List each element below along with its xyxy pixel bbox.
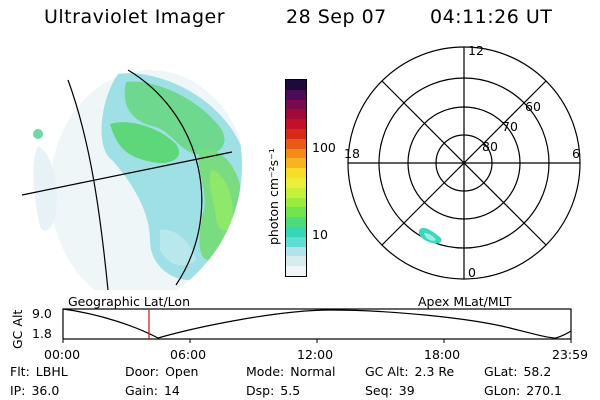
colorbar-swatch [286, 187, 306, 198]
colorbar-tick-100: 100 [312, 140, 336, 155]
aurora-patch-faint [33, 146, 57, 231]
timeline-left-label: Geographic Lat/Lon [68, 294, 190, 309]
colorbar-swatch [286, 138, 306, 149]
info-field-value: 270.1 [526, 383, 563, 398]
mlt-label-6: 6 [572, 146, 580, 161]
info-field-label: GC Alt: [365, 364, 409, 379]
info-field-label: GLat: [484, 364, 518, 379]
colorbar-swatch [286, 217, 306, 228]
colorbar-swatch [286, 227, 306, 237]
info-field: GC Alt: 2.3 Re [365, 364, 454, 379]
info-field-label: Flt: [10, 364, 30, 379]
aurora-band-4 [209, 170, 233, 231]
info-field-label: Mode: [246, 364, 285, 379]
info-field-label: Seq: [365, 383, 393, 398]
date-label: 28 Sep 07 [286, 6, 387, 28]
info-field-value: LBHL [35, 364, 68, 379]
timeline-xtick-1200: 12:00 [297, 347, 334, 362]
meridian-line [67, 79, 109, 290]
colorbar-swatch [286, 168, 306, 179]
colorbar-swatch [286, 80, 306, 90]
aurora-patch [33, 129, 43, 139]
info-field-label: Door: [125, 364, 160, 379]
colorbar-swatch [286, 266, 306, 276]
parallel-line [21, 151, 233, 196]
colorbar-swatch [286, 158, 306, 169]
colorbar-swatch [286, 197, 306, 208]
timeline-xtick-2359: 23:59 [552, 347, 589, 362]
aurora-band-2 [110, 122, 180, 164]
colorbar-swatch [286, 148, 306, 159]
colorbar [285, 79, 307, 277]
info-field: Seq: 39 [365, 383, 415, 398]
colorbar-swatch [286, 99, 306, 110]
info-field-label: Dsp: [246, 383, 275, 398]
info-field-value: 5.5 [280, 383, 301, 398]
info-field-label: GLon: [484, 383, 521, 398]
info-field-value: 2.3 Re [414, 364, 455, 379]
timeline-xtick-0600: 06:00 [170, 347, 207, 362]
colorbar-swatch [286, 207, 306, 218]
info-field-value: Open [165, 364, 199, 379]
info-field: Mode: Normal [246, 364, 336, 379]
colorbar-swatch [286, 109, 306, 120]
time-label: 04:11:26 UT [430, 6, 553, 28]
info-field: GLat: 58.2 [484, 364, 551, 379]
info-field-label: Gain: [125, 383, 158, 398]
mlt-label-0: 0 [468, 265, 476, 280]
info-field: Door: Open [125, 364, 198, 379]
colorbar-unit-label: photon cm⁻²s⁻¹ [266, 148, 281, 245]
timeline-right-label: Apex MLat/MLT [418, 294, 512, 309]
info-field: Flt: LBHL [10, 364, 68, 379]
info-field-value: Normal [290, 364, 336, 379]
timeline-plot [62, 308, 572, 343]
timeline-xtick-0000: 00:00 [44, 347, 81, 362]
lat-label-60: 60 [525, 99, 541, 114]
mlt-label-18: 18 [344, 146, 360, 161]
timeline-frame [62, 308, 572, 340]
polar-diagonal-2 [381, 80, 547, 246]
info-field-label: IP: [10, 383, 26, 398]
colorbar-swatch [286, 256, 306, 267]
info-field-value: 36.0 [31, 383, 60, 398]
geographic-image [21, 69, 242, 290]
colorbar-swatch [286, 129, 306, 139]
info-field: Gain: 14 [125, 383, 180, 398]
colorbar-swatch [286, 119, 306, 130]
altitude-curve [62, 308, 572, 339]
polar-plot: 12 18 6 0 60 70 80 [344, 46, 581, 280]
aurora-band-1 [124, 81, 225, 155]
timeline-ytick-bottom: 1.8 [32, 326, 52, 341]
colorbar-swatch [286, 236, 306, 247]
info-field: IP: 36.0 [10, 383, 59, 398]
polar-aurora-core [424, 233, 436, 241]
info-field: GLon: 270.1 [484, 383, 562, 398]
colorbar-tick-10: 10 [312, 227, 328, 242]
info-field: Dsp: 5.5 [246, 383, 300, 398]
lat-label-80: 80 [482, 139, 498, 154]
colorbar-swatch [286, 89, 306, 100]
mlt-label-12: 12 [468, 46, 484, 58]
aurora-patch-lower [160, 229, 196, 266]
timeline-ytick-top: 9.0 [32, 306, 52, 321]
lat-label-70: 70 [502, 119, 518, 134]
info-field-value: 14 [163, 383, 180, 398]
timeline-xtick-1800: 18:00 [424, 347, 461, 362]
colorbar-swatch [286, 246, 306, 257]
app-title: Ultraviolet Imager [44, 6, 226, 28]
info-field-value: 39 [398, 383, 415, 398]
earth-limb [127, 69, 203, 286]
colorbar-swatch [286, 178, 306, 188]
info-field-value: 58.2 [523, 364, 552, 379]
